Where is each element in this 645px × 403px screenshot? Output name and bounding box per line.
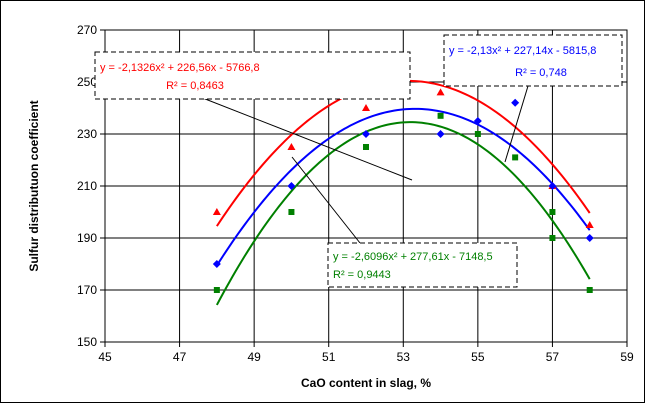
data-point bbox=[474, 131, 481, 137]
data-point bbox=[512, 154, 519, 161]
equation-labels: y = -2,1326x² + 226,56x - 5766,8 R² = 0,… bbox=[94, 34, 623, 288]
y-tick-label: 270 bbox=[77, 23, 97, 37]
y-tick-label: 150 bbox=[77, 335, 97, 349]
x-tick-label: 45 bbox=[98, 350, 112, 364]
trend-curve-2 bbox=[215, 121, 591, 306]
data-point bbox=[213, 287, 220, 293]
data-point bbox=[436, 130, 445, 138]
x-tick-label: 55 bbox=[471, 350, 485, 364]
y-tick-label: 190 bbox=[77, 231, 97, 245]
y-tick-label: 170 bbox=[77, 283, 97, 297]
y-tick-label: 250 bbox=[77, 75, 97, 89]
r2-green: R² = 0,9443 bbox=[333, 269, 391, 281]
x-tick-label: 57 bbox=[546, 350, 560, 364]
data-point bbox=[511, 98, 520, 107]
data-point bbox=[288, 209, 295, 215]
data-point bbox=[436, 88, 445, 96]
data-point bbox=[212, 260, 221, 268]
leader-line-green bbox=[291, 156, 361, 244]
equation-blue: y = -2,13x² + 227,14x - 5815,8 bbox=[449, 45, 596, 57]
data-point bbox=[363, 144, 369, 150]
x-tick-label: 49 bbox=[247, 350, 261, 364]
leader-line-blue bbox=[504, 85, 529, 163]
equation-box-red bbox=[94, 51, 411, 100]
data-point bbox=[585, 234, 594, 242]
data-point bbox=[287, 182, 296, 190]
r2-red: R² = 0,8463 bbox=[166, 80, 224, 92]
r2-blue: R² = 0,748 bbox=[515, 67, 567, 79]
x-tick-label: 53 bbox=[397, 350, 411, 364]
leader-lines bbox=[194, 85, 529, 244]
data-point bbox=[362, 104, 370, 111]
data-point bbox=[473, 117, 482, 125]
x-axis-label: CaO content in slag, % bbox=[301, 376, 431, 390]
x-tick-label: 51 bbox=[322, 350, 336, 364]
x-tick-label: 47 bbox=[173, 350, 187, 364]
equation-green: y = -2,6096x² + 277,61x - 7148,5 bbox=[333, 251, 493, 263]
data-point bbox=[549, 209, 556, 215]
data-point bbox=[549, 235, 556, 241]
data-point bbox=[212, 208, 221, 215]
ticks: 45 47 49 51 53 55 57 59 150 170 190 210 230 250 270 bbox=[77, 23, 634, 364]
equation-box-blue bbox=[443, 34, 623, 87]
equation-red: y = -2,1326x² + 226,56x - 5766,8 bbox=[100, 62, 260, 74]
equation-box-green bbox=[327, 242, 518, 288]
data-point bbox=[585, 221, 594, 228]
data-point bbox=[362, 130, 370, 138]
x-tick-label: 59 bbox=[620, 350, 634, 364]
trend-curve-1 bbox=[216, 107, 591, 267]
leader-line-red bbox=[194, 94, 413, 181]
data-point bbox=[548, 182, 557, 190]
data-point bbox=[586, 287, 593, 293]
data-point bbox=[437, 112, 444, 119]
y-axis-label: Sulfur distributuon coefficient bbox=[27, 100, 41, 271]
y-tick-label: 210 bbox=[77, 179, 97, 193]
data-point bbox=[287, 143, 296, 150]
y-tick-label: 230 bbox=[77, 127, 97, 141]
